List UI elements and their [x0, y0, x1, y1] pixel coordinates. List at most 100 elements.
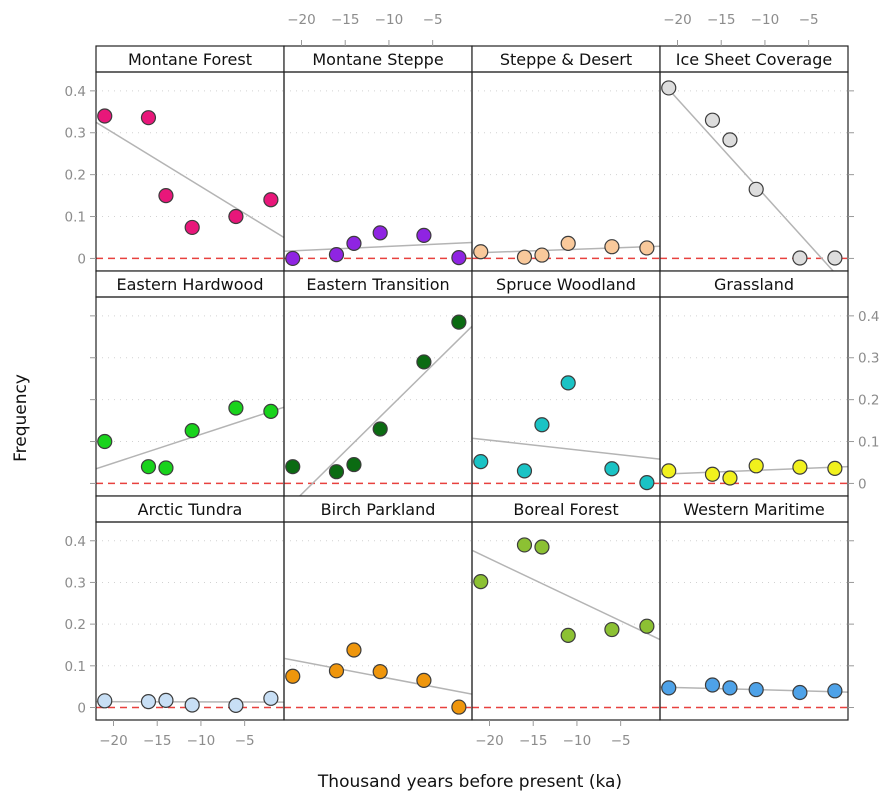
data-point: [792, 459, 808, 475]
data-point: [639, 240, 655, 256]
y-tick-label: 0.2: [858, 393, 879, 409]
data-point: [97, 433, 113, 450]
panel-title: Birch Parkland: [321, 500, 436, 519]
data-point: [140, 694, 157, 710]
y-tick-label: 0.4: [858, 309, 879, 325]
data-point: [228, 697, 244, 714]
panel: Ice Sheet Coverage: [659, 45, 849, 272]
data-point: [604, 239, 620, 255]
data-point: [158, 460, 174, 476]
panel-title: Steppe & Desert: [500, 50, 632, 69]
trend-line: [96, 121, 284, 239]
x-tick-label: −15: [331, 12, 360, 28]
data-point: [722, 680, 738, 696]
panel-strip: [95, 270, 285, 298]
x-tick-label: −10: [563, 733, 592, 749]
panel: Grassland: [659, 270, 849, 497]
trend-line: [299, 325, 472, 496]
x-tick-label: −20: [287, 12, 316, 28]
panel-border: [95, 296, 285, 497]
data-point: [285, 668, 301, 684]
data-point: [263, 690, 279, 706]
data-point: [722, 470, 738, 486]
data-point: [704, 466, 721, 482]
y-tick-label: 0.1: [65, 210, 86, 226]
panel-border: [283, 296, 473, 497]
data-point: [827, 683, 843, 699]
data-point: [792, 684, 808, 701]
data-point: [158, 187, 174, 204]
data-point: [704, 112, 721, 128]
panel-strip: [283, 495, 473, 523]
data-point: [604, 621, 620, 638]
panel-border: [95, 521, 285, 721]
y-tick-label: 0.3: [65, 126, 86, 142]
data-point: [560, 375, 576, 391]
data-point: [416, 354, 432, 370]
panel-strip: [659, 495, 849, 523]
panel: Boreal Forest: [471, 495, 661, 721]
panel-title: Arctic Tundra: [138, 500, 243, 519]
data-point: [346, 642, 362, 658]
data-point: [263, 192, 279, 208]
x-tick-label: −20: [475, 733, 504, 749]
y-tick-label: 0.4: [65, 84, 86, 100]
data-point: [372, 421, 388, 437]
data-point: [328, 464, 345, 480]
data-point: [704, 677, 721, 693]
panel-title: Boreal Forest: [513, 500, 618, 519]
data-point: [140, 459, 157, 475]
panel: Eastern Hardwood: [95, 270, 285, 497]
x-tick-label: −15: [143, 733, 172, 749]
data-point: [372, 225, 388, 241]
data-point: [416, 672, 432, 689]
panel-strip: [659, 45, 849, 73]
data-point: [748, 458, 764, 474]
x-tick-label: −5: [423, 12, 443, 28]
data-point: [560, 235, 576, 251]
x-tick-label: −20: [663, 12, 692, 28]
y-tick-label: 0.1: [858, 435, 879, 451]
y-tick-label: 0.3: [858, 351, 879, 367]
panel-border: [659, 521, 849, 721]
panel-title: Montane Steppe: [312, 50, 443, 69]
data-point: [560, 627, 576, 643]
data-point: [661, 463, 677, 479]
data-point: [451, 249, 467, 266]
data-point: [661, 80, 677, 96]
panel: Western Maritime: [659, 495, 849, 721]
data-point: [639, 474, 655, 491]
data-point: [140, 110, 157, 126]
y-tick-label: 0.3: [65, 575, 86, 591]
trend-line: [663, 84, 834, 271]
panel: Spruce Woodland: [471, 270, 661, 497]
panel: Eastern Transition: [283, 270, 473, 497]
x-tick-label: −10: [375, 12, 404, 28]
y-tick-label: 0.2: [65, 168, 86, 184]
data-point: [285, 250, 301, 267]
x-axis-title: Thousand years before present (ka): [317, 772, 622, 792]
x-tick-label: −15: [707, 12, 736, 28]
data-point: [661, 680, 677, 696]
panel-title: Eastern Transition: [306, 275, 449, 294]
data-point: [328, 663, 345, 679]
data-point: [748, 181, 764, 197]
y-tick-label: 0.1: [65, 659, 86, 675]
panel: Montane Forest: [95, 45, 285, 272]
data-point: [228, 208, 244, 225]
y-tick-label: 0: [77, 700, 86, 716]
data-point: [827, 460, 843, 476]
data-point: [346, 456, 362, 473]
trend-line: [472, 549, 660, 641]
data-point: [792, 250, 808, 266]
data-point: [263, 403, 279, 419]
data-point: [451, 314, 467, 330]
panel-border: [659, 71, 849, 272]
data-point: [516, 537, 533, 553]
data-point: [328, 247, 345, 263]
y-axis-title: Frequency: [11, 374, 31, 462]
data-point: [748, 681, 764, 698]
panel-strip: [95, 495, 285, 523]
data-point: [473, 574, 489, 590]
